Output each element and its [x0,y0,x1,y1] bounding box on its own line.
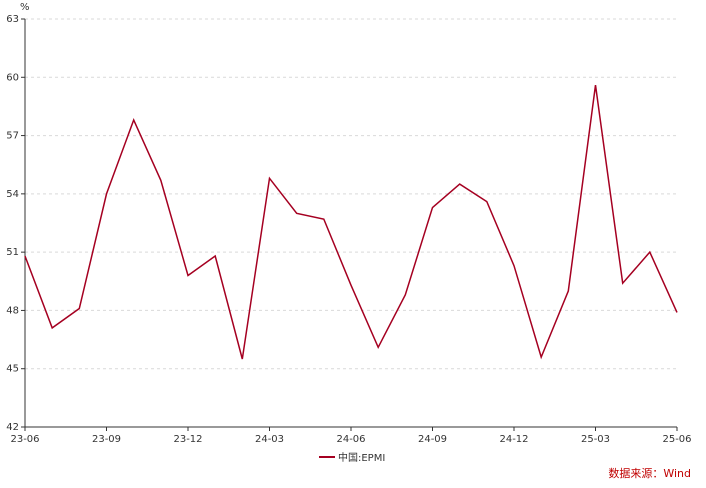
y-tick-label: 42 [6,422,19,433]
y-axis-ticks: 42 45 48 51 54 57 60 63 [6,14,25,433]
y-tick-label: 45 [6,364,19,375]
y-tick-label: 48 [6,305,19,316]
y-tick-label: 63 [6,14,19,25]
y-tick-label: 54 [6,189,19,200]
x-tick-label: 24-03 [255,434,284,445]
x-tick-label: 24-12 [499,434,528,445]
x-tick-label: 25-03 [581,434,610,445]
y-tick-label: 60 [6,72,19,83]
x-axis-ticks: 23-06 23-09 23-12 24-03 24-06 24-09 24-12 25-03… [10,427,692,445]
x-tick-label: 24-09 [418,434,447,445]
legend[interactable]: 中国:EPMI [319,451,385,464]
x-tick-label: 25-06 [662,434,691,445]
series-layer [24,84,678,360]
y-axis-unit-label: % [20,2,30,13]
axes [24,19,677,428]
x-tick-label: 24-06 [336,434,365,445]
x-tick-label: 23-09 [92,434,121,445]
gridlines [25,18,677,370]
series-line-0 [24,84,678,360]
legend-label-epmi: 中国:EPMI [338,451,385,464]
source-note: 数据来源：Wind [608,466,691,480]
x-tick-label: 23-12 [173,434,202,445]
y-tick-label: 51 [6,247,19,258]
x-tick-label: 23-06 [10,434,39,445]
y-tick-label: 57 [6,131,19,142]
